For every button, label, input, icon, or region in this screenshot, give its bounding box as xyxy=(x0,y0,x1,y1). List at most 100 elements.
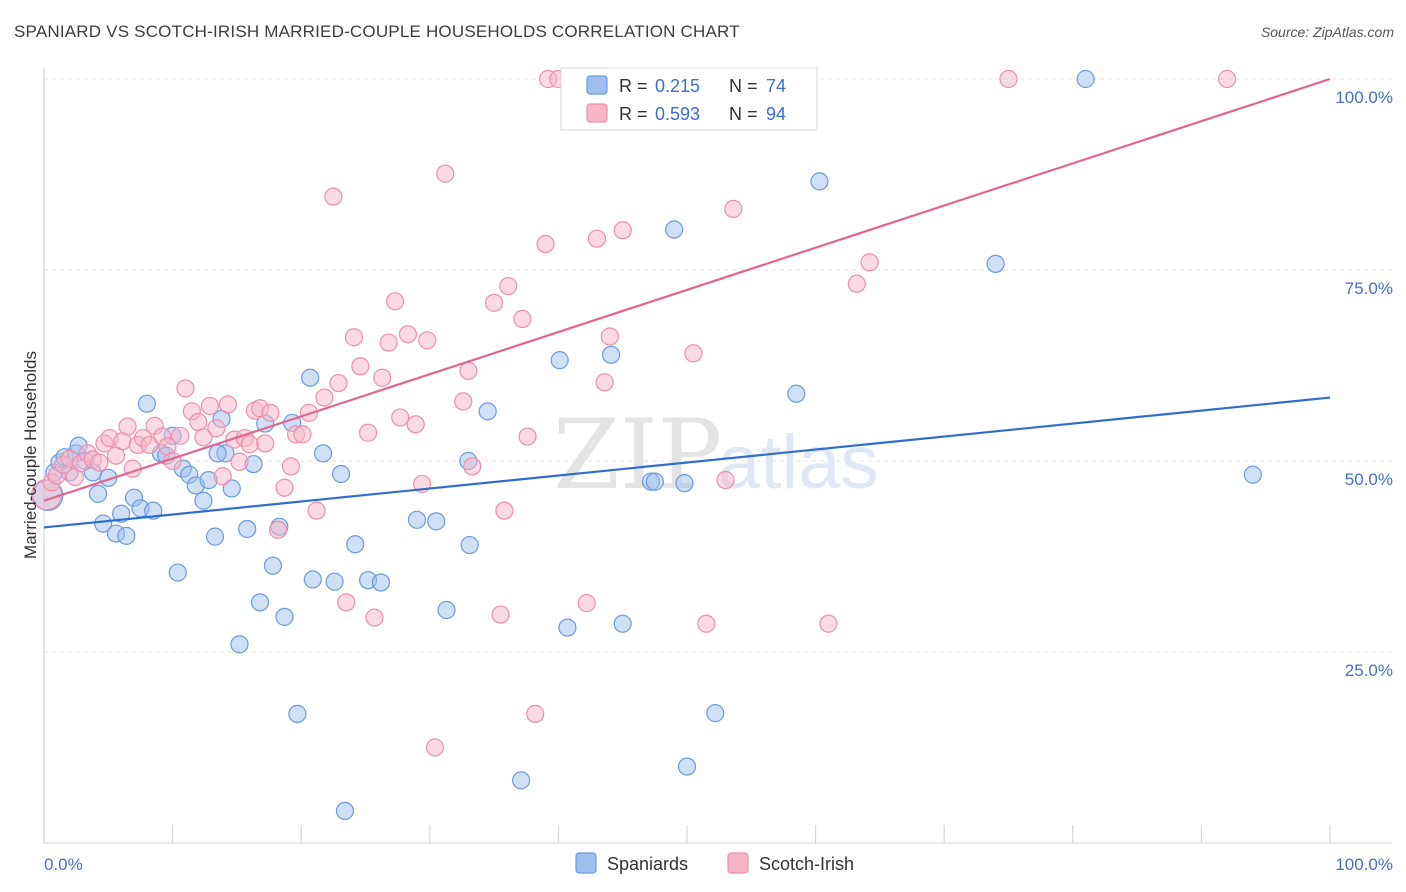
spaniards-point xyxy=(313,444,333,463)
scotch-irish-point xyxy=(268,520,288,539)
scotch-irish-point xyxy=(684,344,703,363)
spaniards-point xyxy=(810,172,829,191)
scotch-irish-point xyxy=(261,403,280,422)
y-tick-label: 75.0% xyxy=(1345,279,1393,298)
scotch-irish-point xyxy=(337,593,356,612)
y-tick-label: 25.0% xyxy=(1345,661,1393,680)
spaniards-point xyxy=(460,535,479,555)
spaniards-point xyxy=(346,535,365,554)
scotch-irish-point xyxy=(189,412,208,432)
spaniards-point xyxy=(168,563,187,582)
scotch-irish-point xyxy=(425,738,445,757)
scotch-irish-point xyxy=(454,392,473,411)
y-tick-label: 50.0% xyxy=(1345,470,1393,489)
watermark: ZIP atlas xyxy=(553,399,879,511)
stat-n-value-2: 94 xyxy=(766,104,786,124)
scotch-irish-point xyxy=(315,388,334,407)
stat-n-value-1: 74 xyxy=(766,76,786,96)
stat-swatch-spaniards xyxy=(586,75,608,95)
stat-r-label-1: R = xyxy=(619,76,648,96)
chart-title: SPANIARD VS SCOTCH-IRISH MARRIED-COUPLE … xyxy=(14,22,740,41)
scotch-irish-point xyxy=(518,427,537,446)
scotch-irish-point xyxy=(275,478,294,497)
scotch-irish-point xyxy=(385,292,405,311)
spaniards-point xyxy=(288,704,307,723)
scotch-irish-point xyxy=(351,357,370,376)
scotch-irish-point xyxy=(613,221,632,240)
scotch-irish-point xyxy=(491,605,510,624)
legend-swatch-spaniards[interactable] xyxy=(575,852,597,874)
scotch-irish-point xyxy=(697,614,716,633)
spaniards-point xyxy=(427,512,446,531)
scotch-irish-point xyxy=(358,423,378,442)
x-tick-labels: 0.0% 100.0% xyxy=(44,855,1393,874)
scotch-irish-point xyxy=(536,234,555,254)
scotch-irish-point xyxy=(307,501,326,520)
watermark-zip: ZIP xyxy=(553,399,722,511)
spaniards-point xyxy=(303,570,322,589)
scotch-irish-point xyxy=(344,328,364,347)
spaniards-point xyxy=(117,526,136,545)
legend-label-spaniards[interactable]: Spaniards xyxy=(607,854,688,874)
scotch-irish-point xyxy=(118,417,137,436)
scotch-irish-point xyxy=(218,395,237,414)
source-credit: Source: ZipAtlas.com xyxy=(1261,24,1394,40)
spaniards-point xyxy=(787,384,806,403)
spaniards-point xyxy=(407,510,427,529)
x-tick-label: 0.0% xyxy=(44,855,83,874)
stat-r-label-2: R = xyxy=(619,104,648,124)
scotch-irish-point xyxy=(724,199,743,218)
spaniards-point xyxy=(112,504,131,523)
stat-n-label-2: N = xyxy=(729,104,758,124)
scotch-irish-point xyxy=(398,325,418,344)
spaniards-point xyxy=(1243,465,1262,484)
scotch-irish-point xyxy=(999,69,1018,89)
scotch-irish-point xyxy=(485,293,504,312)
spaniards-point xyxy=(301,368,320,387)
spaniards-point xyxy=(250,593,270,612)
scotch-irish-point xyxy=(365,608,384,627)
spaniards-point xyxy=(263,556,283,575)
scotch-irish-point xyxy=(513,309,532,328)
spaniards-point xyxy=(645,472,664,491)
scotch-irish-point xyxy=(600,327,619,346)
source-label: Source: ZipAtlas.com xyxy=(1260,24,1394,40)
scotch-irish-point xyxy=(281,457,301,476)
scotch-irish-point xyxy=(406,415,425,434)
scotch-irish-point xyxy=(495,501,514,520)
spaniards-point xyxy=(230,635,249,654)
spaniards-point xyxy=(512,771,531,790)
spaniards-point xyxy=(222,479,241,498)
scotch-irish-point xyxy=(140,435,159,455)
scotch-irish-point xyxy=(256,434,275,453)
spaniards-point xyxy=(325,572,344,591)
stat-r-value-2: 0.593 xyxy=(655,104,700,124)
spaniards-point xyxy=(371,573,391,592)
scotch-irish-point xyxy=(860,253,879,272)
y-tick-label: 100.0% xyxy=(1335,88,1393,107)
scotch-irish-point xyxy=(819,614,838,633)
scotch-irish-point xyxy=(391,408,410,427)
spaniards-point xyxy=(194,491,213,510)
scotch-irish-point xyxy=(418,331,437,350)
spaniards-point xyxy=(706,704,725,723)
spaniards-point xyxy=(275,607,294,626)
spaniards-point xyxy=(208,444,227,463)
scotch-irish-point xyxy=(587,229,607,248)
spaniards-point xyxy=(331,464,351,484)
stat-r-value-1: 0.215 xyxy=(655,76,700,96)
scotch-irish-point xyxy=(329,373,348,393)
scotch-irish-point xyxy=(379,333,398,352)
spaniards-point xyxy=(437,600,456,620)
scotch-irish-point xyxy=(436,164,455,183)
legend-label-scotch-irish[interactable]: Scotch-Irish xyxy=(759,854,854,874)
spaniards-point xyxy=(205,527,225,546)
spaniards-point xyxy=(238,519,257,539)
y-axis-title: Married-couple Households xyxy=(21,351,40,559)
scotch-irish-point xyxy=(459,361,478,380)
scotch-irish-point xyxy=(200,396,219,416)
scotch-irish-point xyxy=(463,457,482,476)
legend-swatch-scotch-irish[interactable] xyxy=(727,852,749,874)
scotch-irish-point xyxy=(230,452,249,471)
